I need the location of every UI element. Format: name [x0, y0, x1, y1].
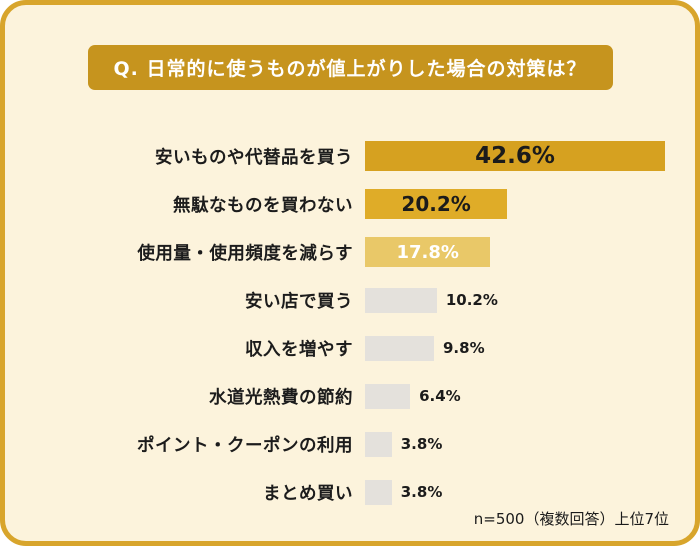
category-label: 収入を増やす: [245, 339, 353, 360]
bar-track: 6.4%: [365, 383, 665, 409]
bar: [365, 335, 434, 361]
bar-chart: 安いものや代替品を買う 42.6% 無駄なものを買わない 20.2% 使用量・使…: [5, 132, 695, 516]
category-label: 安いものや代替品を買う: [155, 147, 353, 168]
chart-row: 水道光熱費の節約 6.4%: [25, 372, 695, 420]
value-label: 9.8%: [443, 339, 485, 357]
bar: [365, 479, 392, 505]
bar-track: 10.2%: [365, 287, 665, 313]
chart-row: 無駄なものを買わない 20.2%: [25, 180, 695, 228]
chart-row: 収入を増やす 9.8%: [25, 324, 695, 372]
chart-row: ポイント・クーポンの利用 3.8%: [25, 420, 695, 468]
bar-track: 42.6%: [365, 141, 665, 171]
category-label: 無駄なものを買わない: [173, 195, 353, 216]
bar: [365, 287, 437, 313]
category-label: 水道光熱費の節約: [209, 387, 353, 408]
bar: 42.6%: [365, 141, 665, 171]
value-label: 6.4%: [419, 387, 461, 405]
value-label: 17.8%: [396, 241, 459, 263]
category-label: 安い店で買う: [245, 291, 353, 312]
value-label: 42.6%: [475, 143, 555, 169]
category-label: ポイント・クーポンの利用: [137, 435, 353, 456]
chart-row: 使用量・使用頻度を減らす 17.8%: [25, 228, 695, 276]
bar-track: 3.8%: [365, 479, 665, 505]
chart-row: 安い店で買う 10.2%: [25, 276, 695, 324]
chart-row: まとめ買い 3.8%: [25, 468, 695, 516]
bar: 17.8%: [365, 237, 491, 267]
category-label: 使用量・使用頻度を減らす: [137, 243, 353, 264]
chart-row: 安いものや代替品を買う 42.6%: [25, 132, 695, 180]
bar: [365, 431, 392, 457]
value-label: 10.2%: [445, 291, 498, 309]
sample-size-note: n=500（複数回答）上位7位: [473, 510, 669, 528]
bar-track: 17.8%: [365, 237, 665, 267]
bar: [365, 383, 411, 409]
value-label: 20.2%: [401, 192, 471, 216]
bar-track: 3.8%: [365, 431, 665, 457]
value-label: 3.8%: [400, 435, 443, 453]
bar-track: 20.2%: [365, 189, 665, 219]
bar: 20.2%: [365, 189, 508, 219]
category-label: まとめ買い: [263, 483, 353, 504]
chart-title-badge: Q. 日常的に使うものが値上がりした場合の対策は？: [87, 45, 613, 90]
value-label: 3.8%: [400, 483, 443, 501]
bar-track: 9.8%: [365, 335, 665, 361]
